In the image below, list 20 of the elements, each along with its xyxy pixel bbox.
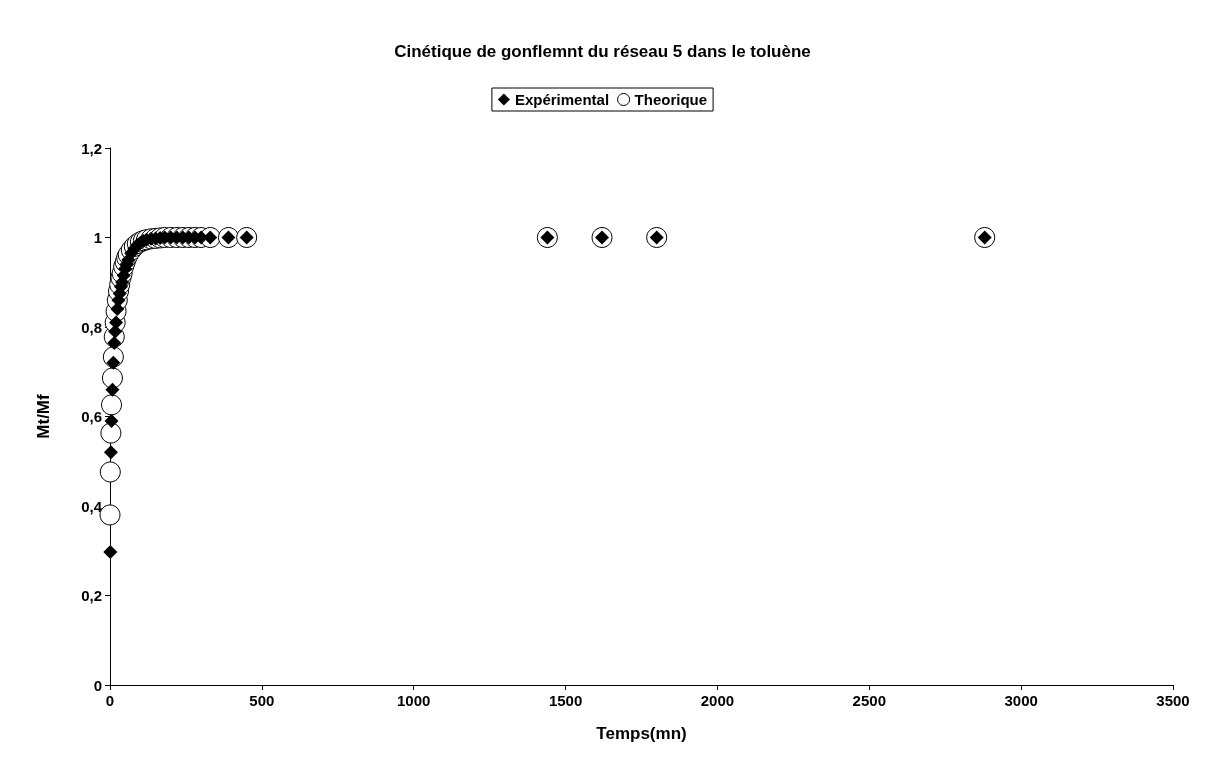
legend-label: Theorique	[634, 91, 708, 108]
y-tick-label: 1,2	[81, 139, 102, 157]
x-tick-label: 3000	[1004, 692, 1038, 709]
y-tick-label: 0,6	[81, 408, 102, 425]
x-tick-label: 1500	[548, 692, 583, 709]
y-tick-label: 0,4	[81, 497, 103, 515]
y-tick-label: 0,2	[81, 587, 102, 604]
x-tick-label: 2500	[852, 692, 886, 709]
y-tick-label: 0,8	[81, 318, 102, 336]
legend-label: Expérimental	[514, 91, 610, 108]
x-tick-label: 2000	[700, 692, 735, 709]
y-tick-label: 0	[93, 676, 102, 694]
x-tick-label: 1000	[397, 692, 431, 709]
x-tick-label: 0	[105, 692, 115, 709]
chart-title: Cinétique de gonflemnt du réseau 5 dans le toluène	[394, 42, 811, 61]
x-axis-title: Temps(mn)	[596, 724, 687, 743]
x-tick-label: 3500	[1156, 692, 1190, 709]
x-tick-label: 500	[249, 692, 275, 709]
y-tick-label: 1	[93, 229, 102, 246]
y-axis-title: Mt/Mf	[34, 393, 53, 439]
